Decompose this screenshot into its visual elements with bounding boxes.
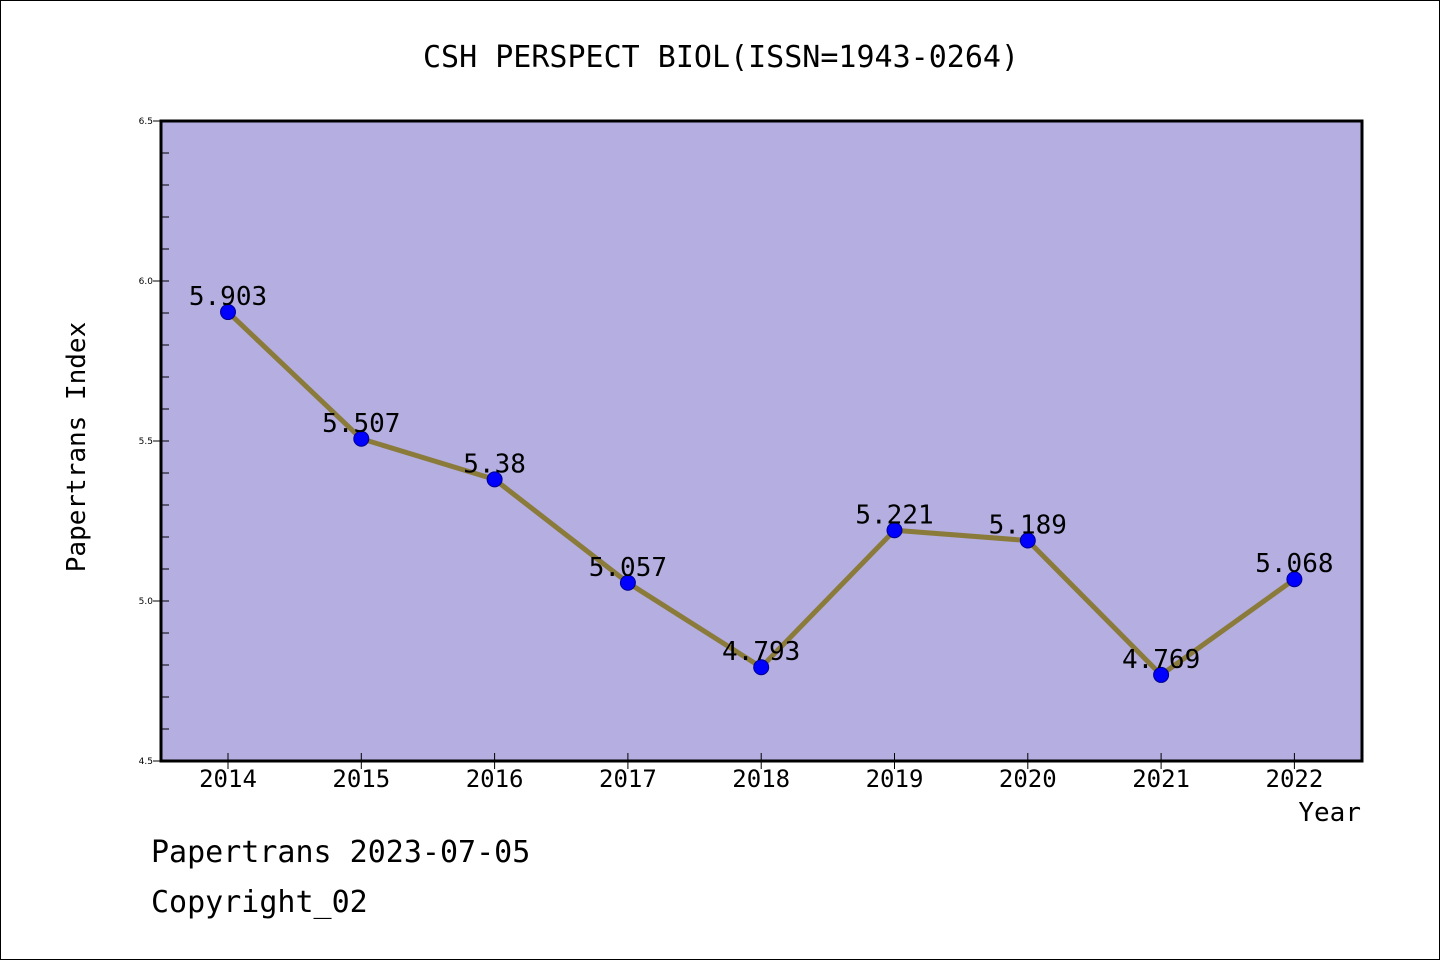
series-layer: 5.903 5.507 5.38 5.057 4.793 5.221 5.189 4.769 5… — [189, 282, 1334, 683]
y-tick-label: 6.0 — [139, 277, 154, 287]
y-tick-label: 5.5 — [139, 437, 153, 447]
data-label: 5.068 — [1255, 549, 1333, 579]
x-tick-label: 2015 — [332, 765, 390, 793]
chart-title: CSH PERSPECT BIOL(ISSN=1943-0264) — [423, 40, 1019, 75]
y-tick-label: 4.5 — [139, 757, 153, 767]
x-tick-label: 2016 — [466, 765, 524, 793]
x-axis-label: Year — [1298, 798, 1361, 828]
x-tick-label: 2014 — [199, 765, 257, 793]
data-label: 5.189 — [989, 511, 1067, 541]
y-axis: 4.5 5.0 5.5 6.0 6.5 — [139, 117, 169, 767]
data-label: 5.221 — [855, 500, 933, 530]
data-point — [353, 430, 370, 447]
x-tick-label: 2017 — [599, 765, 657, 793]
x-tick-label: 2019 — [866, 765, 924, 793]
data-point — [486, 471, 503, 488]
data-point — [753, 659, 770, 676]
y-tick-label: 5.0 — [139, 597, 154, 607]
x-tick-label: 2018 — [732, 765, 790, 793]
x-tick-label: 2021 — [1132, 765, 1190, 793]
x-axis: 2014 2015 2016 2017 2018 2019 2020 2021 2022 — [199, 753, 1323, 793]
x-tick-label: 2022 — [1266, 765, 1324, 793]
data-label: 4.769 — [1122, 645, 1200, 675]
data-point — [1286, 571, 1303, 588]
footer-copyright: Copyright_02 — [151, 885, 368, 920]
data-label: 4.793 — [722, 637, 800, 667]
data-point — [1153, 666, 1170, 683]
x-tick-label: 2020 — [999, 765, 1057, 793]
y-axis-label: Papertrans Index — [62, 322, 92, 572]
data-point — [220, 304, 236, 321]
y-tick-label: 6.5 — [139, 117, 153, 127]
data-point — [1019, 532, 1036, 549]
data-label: 5.903 — [189, 282, 267, 312]
footer-date: Papertrans 2023-07-05 — [151, 835, 531, 870]
data-point — [886, 522, 903, 539]
data-label: 5.507 — [322, 409, 400, 439]
data-point — [619, 574, 636, 591]
data-label: 5.057 — [589, 553, 667, 583]
data-label: 5.38 — [463, 449, 526, 479]
